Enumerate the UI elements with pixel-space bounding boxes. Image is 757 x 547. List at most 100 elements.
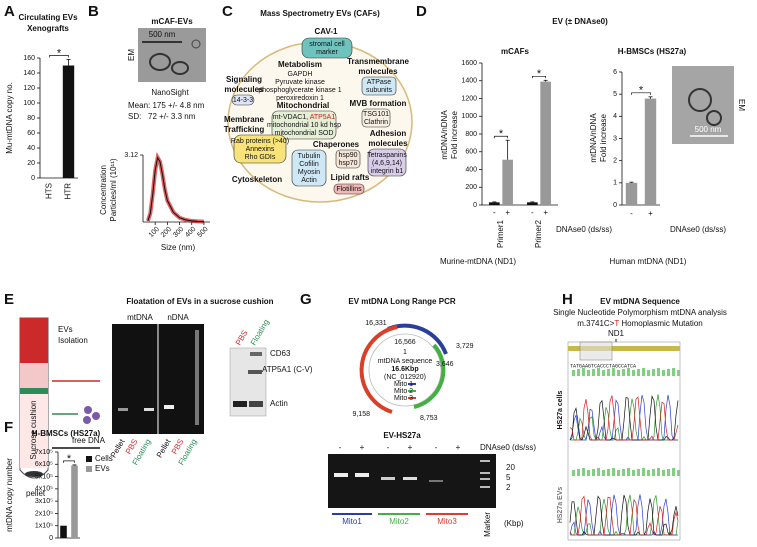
legend-label: + <box>543 208 548 217</box>
mutation-part: Homoplasmic Mutation <box>619 319 703 328</box>
quality-bar <box>672 468 675 476</box>
x-tick-label: Primer2 <box>534 219 543 248</box>
panel-title: Mass Spectrometry EVs (CAFs) <box>260 9 380 18</box>
legend-label: Mito 2 <box>394 388 413 395</box>
legend-label: Mito 1 <box>394 381 413 388</box>
y-tick-label: 6 <box>613 69 617 76</box>
panel-letter: E <box>4 291 14 308</box>
mito3-arc <box>359 325 398 414</box>
label: pellet <box>26 489 46 498</box>
ev-icon <box>83 416 91 424</box>
panel-title: EV (± DNAse0) <box>552 17 608 26</box>
gel-band <box>118 408 128 411</box>
wb-band <box>248 370 262 374</box>
item: Cofilin <box>299 161 319 168</box>
ladder-label: 20 <box>506 463 515 472</box>
panel-title: mCAF-EVs <box>151 17 193 26</box>
item: Rab proteins (>40) <box>231 138 289 145</box>
em-vesicle <box>149 53 171 71</box>
y-axis-label: Fold increase <box>599 113 608 162</box>
center-text: (NC_012920) <box>384 374 426 381</box>
y-tick-label: 4 <box>613 113 617 120</box>
bar <box>625 182 638 205</box>
quality-bar <box>587 370 590 376</box>
band-label: Actin <box>270 399 288 408</box>
y-axis-label: Fold increase <box>450 110 459 159</box>
y-tick-label: 3x10⁵ <box>35 498 53 505</box>
quality-bar <box>572 470 575 476</box>
tube-layer <box>20 363 48 388</box>
quality-bar <box>597 368 600 376</box>
item: peroxiredoxin 1 <box>276 95 324 102</box>
item: mitochondrial 10 kd hsp <box>267 122 341 129</box>
bar <box>62 65 75 178</box>
y-tick-label: 1600 <box>461 60 477 67</box>
x-axis-label: DNAse0 (ds/ss) <box>556 225 612 234</box>
legend-label: - <box>493 208 496 217</box>
bar <box>502 159 513 205</box>
item: Rho GDIs <box>245 154 276 161</box>
x-tick-label: + <box>648 209 653 218</box>
quality-bar <box>622 469 625 476</box>
em-image <box>138 28 206 82</box>
category: Signaling <box>226 75 262 84</box>
quality-bar <box>607 469 610 476</box>
panel-letter: A <box>4 3 15 20</box>
y-axis-label: Particles/ml (10¹¹) <box>109 158 118 221</box>
box <box>335 149 361 169</box>
x-tick-label: - <box>630 209 633 218</box>
mutation-base: T <box>614 319 619 328</box>
y-tick-label: 1200 <box>461 95 477 102</box>
chart-title: mCAFs <box>501 47 530 56</box>
track <box>568 346 680 351</box>
wb-band <box>250 352 262 356</box>
legend-label: Cells <box>95 454 113 463</box>
gene-label: ND1 <box>608 329 625 338</box>
significance-bracket <box>63 460 75 463</box>
y-tick-label: 100 <box>23 100 35 107</box>
marker-label: Marker <box>483 512 492 537</box>
wb-band <box>233 401 247 407</box>
lane-sign: - <box>339 443 342 452</box>
item: hsp90 <box>338 152 357 159</box>
gel-ladder <box>480 472 490 474</box>
category: molecules <box>368 139 408 148</box>
y-tick-label: 0 <box>31 175 35 182</box>
y-tick-label: 7x10⁵ <box>35 449 53 456</box>
chart-subtitle: Xenografts <box>27 24 69 33</box>
box <box>361 76 397 96</box>
quality-bar <box>642 368 645 376</box>
item: integrin b1 <box>371 168 404 175</box>
box <box>231 94 255 106</box>
significance-bracket <box>49 55 69 58</box>
chart-title: H-BMSCs (HS27a) <box>618 47 687 56</box>
y-tick-label: 3.12 <box>124 152 138 159</box>
panel-letter: D <box>416 3 427 20</box>
gel-band <box>144 408 154 411</box>
box <box>271 110 337 140</box>
box <box>301 37 353 59</box>
quality-bar <box>627 368 630 376</box>
footnote: Human mtDNA (ND1) <box>610 257 687 266</box>
x-tick-label: 400 <box>184 226 197 239</box>
lane-sign: - <box>435 443 438 452</box>
quality-bar <box>632 370 635 376</box>
panel-subtitle: Single Nucleotide Polymorphism mtDNA ana… <box>553 308 727 317</box>
item: hsp70 <box>338 160 357 167</box>
lane-sign: + <box>408 443 413 452</box>
y-axis-label: mtDNA copy number <box>5 458 14 532</box>
quality-bar <box>657 468 660 476</box>
legend-label: Mito 3 <box>394 395 413 402</box>
quality-bar <box>602 470 605 476</box>
lane-sign: + <box>456 443 461 452</box>
category: MVB formation <box>350 99 407 108</box>
panel-title: EV mtDNA Sequence <box>600 297 680 306</box>
quality-bar <box>612 468 615 476</box>
position: 16,566 <box>394 339 416 346</box>
product-label: Mito3 <box>437 517 457 526</box>
category: Mitochondrial <box>277 101 329 110</box>
em-vesicle <box>191 39 201 49</box>
item: marker <box>316 49 338 56</box>
item: Actin <box>301 177 317 184</box>
y-tick-label: 600 <box>465 149 477 156</box>
